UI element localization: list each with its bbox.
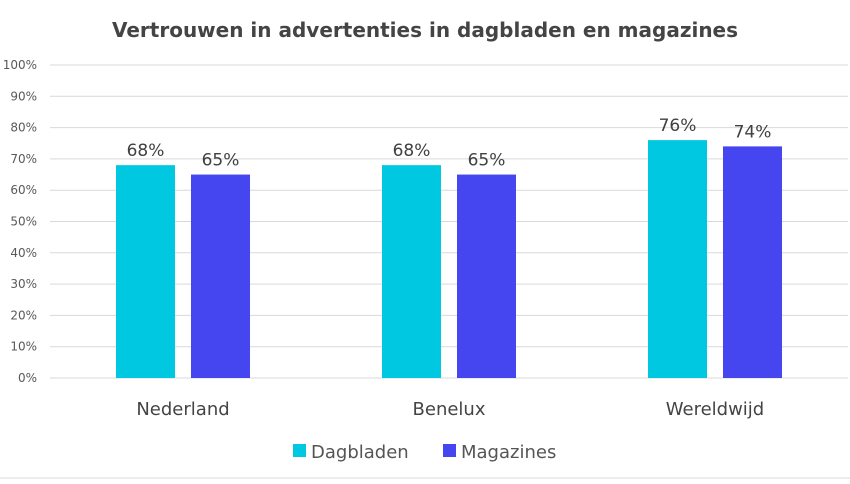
legend-swatch-dagbladen — [293, 444, 306, 457]
legend-label-dagbladen: Dagbladen — [311, 442, 409, 463]
data-label: 65% — [202, 151, 240, 171]
y-tick-label: 0% — [18, 371, 37, 385]
y-tick-label: 50% — [10, 215, 37, 229]
y-tick-label: 20% — [10, 308, 37, 322]
y-tick-label: 70% — [10, 152, 37, 166]
x-tick-label: Nederland — [136, 399, 229, 420]
chart-title: Vertrouwen in advertenties in dagbladen … — [112, 18, 738, 42]
y-tick-label: 30% — [10, 277, 37, 291]
data-label: 68% — [393, 141, 431, 161]
bar-magazines-benelux — [457, 174, 516, 378]
legend-swatch-magazines — [443, 444, 456, 457]
x-tick-label: Wereldwijd — [666, 399, 764, 420]
y-tick-label: 40% — [10, 246, 37, 260]
y-tick-label: 90% — [10, 89, 37, 103]
data-label: 65% — [468, 151, 506, 171]
bar-magazines-nederland — [191, 174, 250, 378]
y-tick-label: 10% — [10, 340, 37, 354]
data-label: 68% — [127, 141, 165, 161]
y-tick-label: 100% — [3, 58, 37, 72]
legend: Dagbladen Magazines — [293, 442, 556, 463]
y-tick-label: 60% — [10, 183, 37, 197]
x-tick-label: Benelux — [413, 399, 486, 420]
legend-label-magazines: Magazines — [461, 442, 556, 463]
bar-dagbladen-wereldwijd — [648, 140, 707, 378]
bar-dagbladen-nederland — [116, 165, 175, 378]
y-tick-label: 80% — [10, 121, 37, 135]
data-label: 74% — [734, 122, 772, 142]
bar-dagbladen-benelux — [382, 165, 441, 378]
bar-magazines-wereldwijd — [723, 146, 782, 378]
data-label: 76% — [659, 116, 697, 136]
